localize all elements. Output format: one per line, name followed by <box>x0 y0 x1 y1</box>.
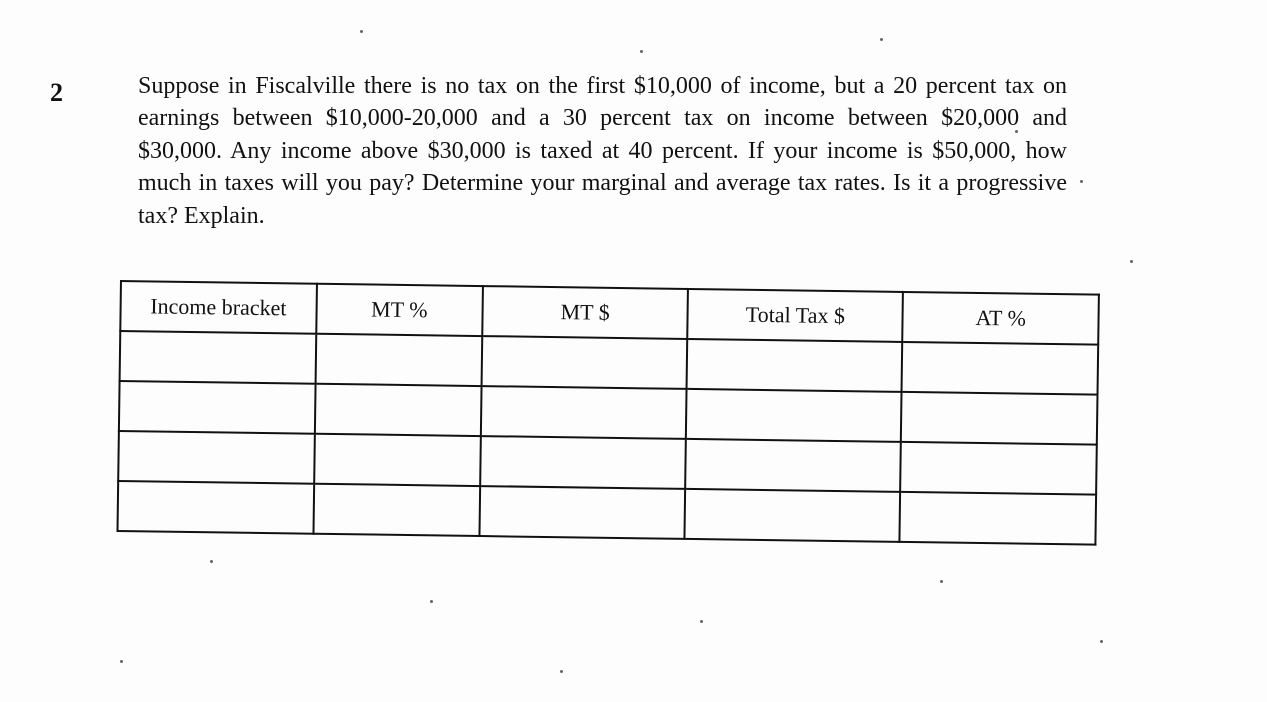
table-cell <box>314 434 481 486</box>
scan-speck <box>640 50 643 53</box>
table-cell <box>480 436 686 489</box>
table-cell <box>902 342 1098 395</box>
question-prompt: Suppose in Fiscalville there is no tax o… <box>138 70 1067 232</box>
scan-speck <box>940 580 943 583</box>
answer-table-wrap: Income bracketMT %MT $Total Tax $AT % <box>116 280 1099 546</box>
scan-speck <box>1130 260 1133 263</box>
table-cell <box>313 484 480 536</box>
table-header-cell: Total Tax $ <box>687 289 903 342</box>
table-cell <box>118 431 314 484</box>
scan-speck <box>560 670 563 673</box>
scan-speck <box>1100 640 1103 643</box>
table-cell <box>315 334 482 386</box>
table-cell <box>314 384 481 436</box>
table-cell <box>479 486 685 539</box>
scan-speck <box>1015 130 1018 133</box>
scan-speck <box>360 30 363 33</box>
scan-speck <box>1080 180 1083 183</box>
table-header-cell: Income bracket <box>120 281 316 334</box>
scan-speck <box>810 90 813 93</box>
table-body <box>117 331 1098 545</box>
table-cell <box>120 331 316 384</box>
table-cell <box>119 381 315 434</box>
scan-speck <box>880 38 883 41</box>
table-cell <box>900 492 1096 545</box>
answer-table: Income bracketMT %MT $Total Tax $AT % <box>116 280 1099 546</box>
table-cell <box>687 339 903 392</box>
table-cell <box>901 392 1097 445</box>
scan-speck <box>430 600 433 603</box>
table-cell <box>481 386 687 439</box>
scan-speck <box>120 660 123 663</box>
table-cell <box>686 389 902 442</box>
question-number: 2 <box>50 78 63 108</box>
table-cell <box>481 336 687 389</box>
table-cell <box>685 489 901 542</box>
scan-speck <box>210 560 213 563</box>
scan-speck <box>700 620 703 623</box>
table-cell <box>900 442 1096 495</box>
table-header-cell: MT $ <box>482 286 688 339</box>
table-cell <box>685 439 901 492</box>
table-header-cell: MT % <box>316 284 483 336</box>
scanned-page: 2 Suppose in Fiscalville there is no tax… <box>0 0 1267 702</box>
table-cell <box>117 481 313 534</box>
table-header-cell: AT % <box>903 292 1099 345</box>
